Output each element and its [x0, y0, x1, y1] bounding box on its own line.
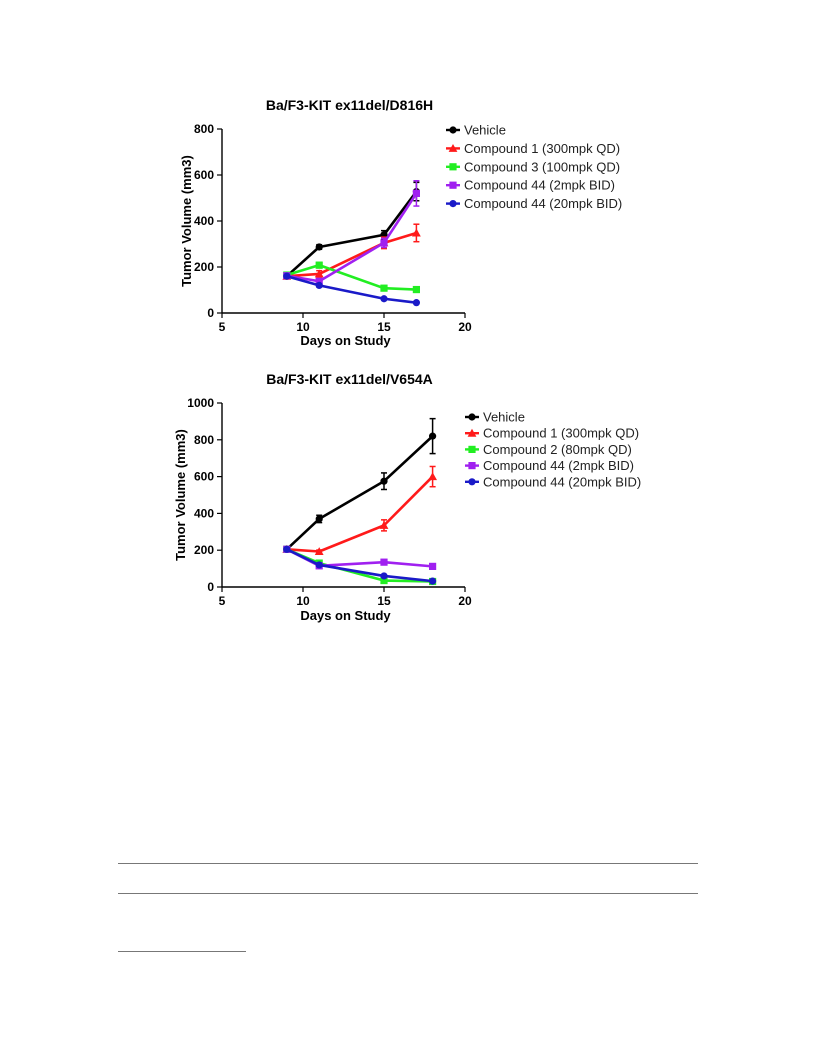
x-tick-label: 10 — [296, 594, 310, 608]
x-tick-label: 5 — [219, 320, 226, 334]
legend-swatch-marker — [449, 200, 457, 208]
y-axis-title: Tumor Volume (mm3) — [179, 155, 194, 287]
chart-panel-2: Ba/F3-KIT ex11del/V654A 0 200 400 600 800 1000… — [173, 371, 641, 623]
legend-swatch-marker — [468, 413, 476, 421]
y-tick-label: 600 — [194, 470, 214, 484]
y-tick-label: 0 — [207, 580, 214, 594]
y-tick-label: 400 — [194, 214, 214, 228]
legend-swatch-marker — [449, 181, 457, 189]
data-point — [380, 477, 388, 485]
series-line — [285, 190, 418, 278]
data-point — [380, 239, 388, 247]
legend-label: Compound 44 (2mpk BID) — [464, 178, 615, 193]
data-point — [315, 281, 323, 289]
legend-label: Compound 44 (2mpk BID) — [483, 458, 634, 473]
x-tick-label: 10 — [296, 320, 310, 334]
series-5 — [283, 545, 437, 585]
data-point — [429, 577, 437, 585]
y-tick-label: 800 — [194, 433, 214, 447]
legend-label: Vehicle — [464, 123, 506, 138]
data-point — [380, 295, 388, 303]
series-5 — [283, 272, 420, 307]
legend-label: Compound 1 (300mpk QD) — [464, 141, 620, 156]
series-line — [286, 475, 434, 553]
chart-title: Ba/F3-KIT ex11del/V654A — [266, 371, 433, 387]
legend-swatch-marker — [449, 126, 457, 134]
series-1 — [283, 181, 420, 280]
legend-swatch-marker — [448, 144, 458, 152]
x-axis-title: Days on Study — [300, 333, 391, 348]
series-2 — [282, 465, 437, 556]
series-line — [286, 274, 417, 304]
y-tick-label: 1000 — [187, 396, 214, 410]
x-tick-label: 15 — [377, 594, 391, 608]
data-point — [380, 284, 388, 292]
data-point — [428, 472, 437, 481]
y-axis-title: Tumor Volume (mm3) — [173, 429, 188, 561]
x-tick-label: 20 — [458, 594, 472, 608]
legend-swatch-marker — [468, 445, 476, 453]
chart-panel-1: Ba/F3-KIT ex11del/D816H 0 200 400 600 800 5 10 1… — [179, 97, 622, 348]
x-tick-label: 15 — [377, 320, 391, 334]
y-tick-label: 800 — [194, 122, 214, 136]
data-point — [429, 432, 437, 440]
footnote-rule — [118, 951, 246, 952]
data-point — [412, 299, 420, 307]
x-tick-label: 5 — [219, 594, 226, 608]
y-tick-label: 200 — [194, 260, 214, 274]
separator-line-1 — [118, 863, 698, 864]
data-point — [412, 228, 421, 237]
legend-swatch-marker — [468, 478, 476, 486]
series-line — [286, 548, 433, 583]
data-point — [380, 572, 388, 580]
chart-title: Ba/F3-KIT ex11del/D816H — [266, 97, 433, 113]
series-line — [285, 435, 434, 551]
data-point — [429, 562, 437, 570]
series-line — [286, 192, 418, 283]
data-point — [380, 576, 388, 585]
legend-label: Vehicle — [483, 410, 525, 425]
legend-swatch-marker — [468, 462, 476, 470]
data-point — [380, 558, 388, 566]
separator-line-2 — [118, 893, 698, 894]
series-1 — [283, 417, 437, 553]
series-line — [286, 263, 417, 291]
data-point — [379, 520, 389, 529]
data-point — [315, 561, 323, 569]
y-tick-label: 400 — [194, 506, 214, 520]
legend-label: Compound 3 (100mpk QD) — [464, 159, 620, 174]
data-point — [314, 547, 324, 556]
y-tick-label: 0 — [207, 306, 214, 320]
legend-label: Compound 1 (300mpk QD) — [483, 426, 639, 441]
data-point — [315, 277, 323, 285]
data-point — [315, 261, 323, 269]
legend-swatch-marker — [467, 428, 477, 437]
series-line — [286, 231, 417, 278]
data-point — [283, 272, 291, 280]
legend-label: Compound 44 (20mpk BID) — [483, 474, 641, 489]
data-point — [315, 243, 323, 251]
data-point — [412, 285, 420, 294]
y-tick-label: 600 — [194, 168, 214, 182]
data-point — [283, 545, 291, 553]
x-axis-title: Days on Study — [300, 608, 391, 623]
data-point — [314, 269, 324, 278]
x-tick-label: 20 — [458, 320, 472, 334]
legend-label: Compound 2 (80mpk QD) — [483, 442, 632, 457]
legend-swatch-marker — [449, 163, 457, 171]
data-point — [412, 189, 420, 197]
legend-label: Compound 44 (20mpk BID) — [464, 196, 622, 211]
y-tick-label: 200 — [194, 543, 214, 557]
data-point — [315, 515, 323, 523]
